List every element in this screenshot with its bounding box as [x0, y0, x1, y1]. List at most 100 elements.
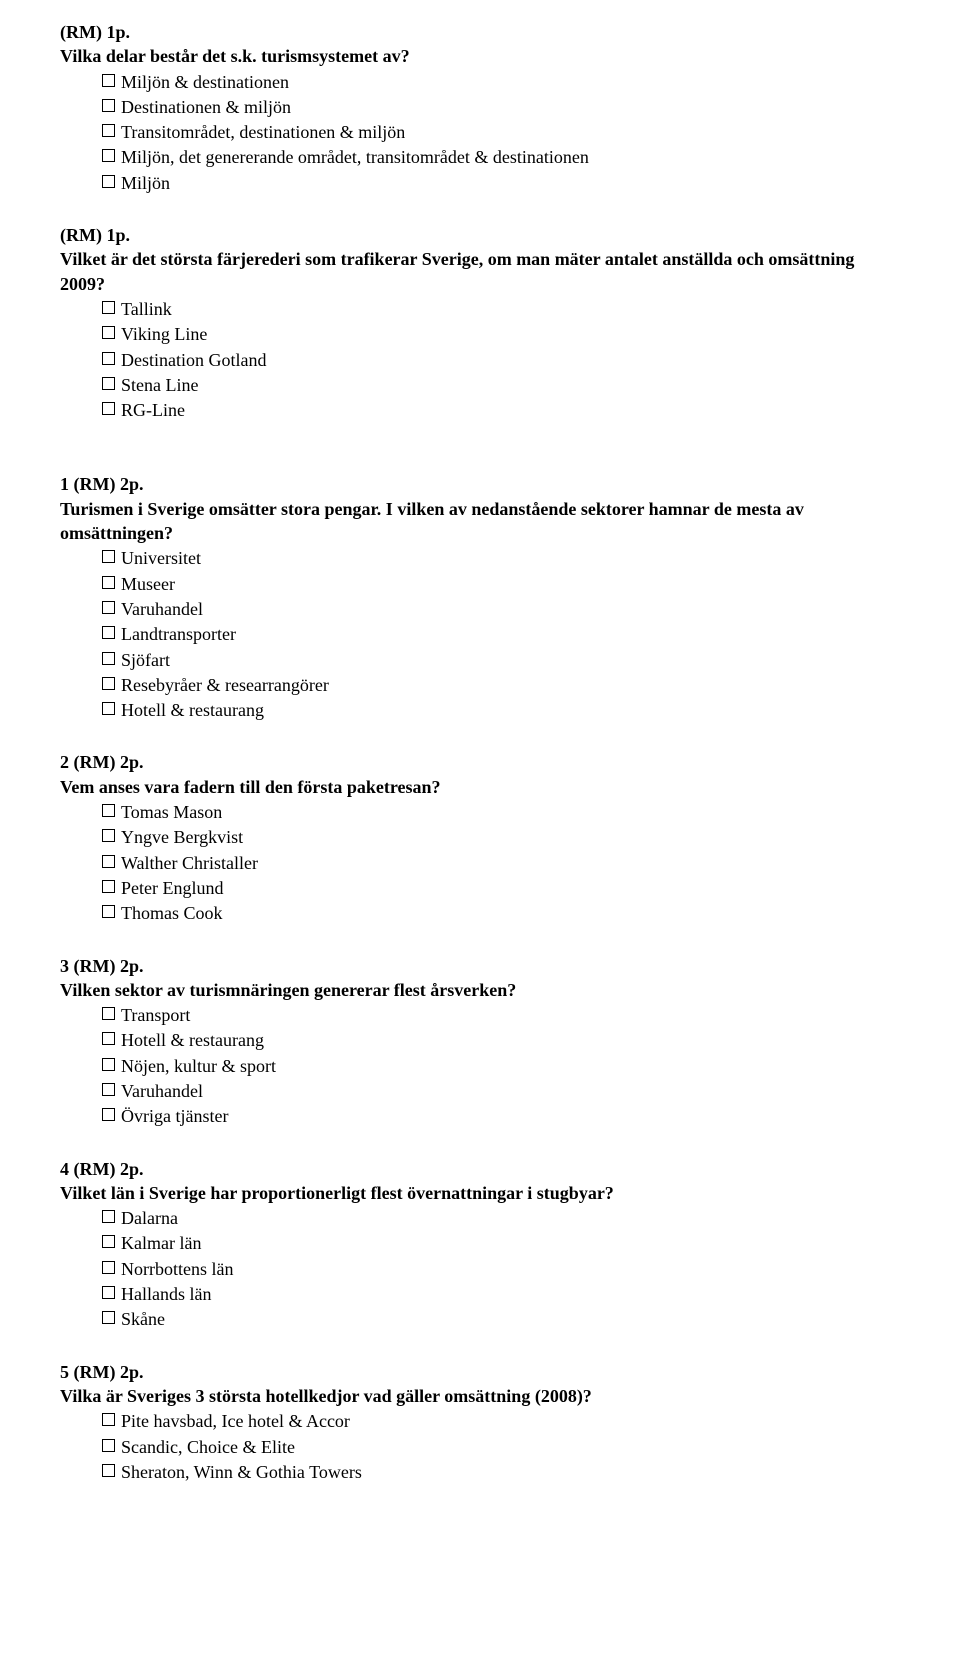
checkbox-icon[interactable] [102, 1058, 115, 1071]
option-row: Miljön, det genererande området, transit… [102, 145, 900, 169]
checkbox-icon[interactable] [102, 1083, 115, 1096]
checkbox-icon[interactable] [102, 74, 115, 87]
checkbox-icon[interactable] [102, 175, 115, 188]
option-label: Hotell & restaurang [121, 1028, 264, 1052]
checkbox-icon[interactable] [102, 1108, 115, 1121]
checkbox-icon[interactable] [102, 601, 115, 614]
question-text: Vilket är det största färjerederi som tr… [60, 247, 900, 296]
option-row: Destinationen & miljön [102, 95, 900, 119]
option-row: Sjöfart [102, 648, 900, 672]
checkbox-icon[interactable] [102, 626, 115, 639]
checkbox-icon[interactable] [102, 677, 115, 690]
option-label: Peter Englund [121, 876, 223, 900]
checkbox-icon[interactable] [102, 99, 115, 112]
checkbox-icon[interactable] [102, 352, 115, 365]
checkbox-icon[interactable] [102, 804, 115, 817]
question-block: (RM) 1p.Vilket är det största färjereder… [60, 223, 900, 422]
option-label: Yngve Bergkvist [121, 825, 243, 849]
option-label: Skåne [121, 1307, 165, 1331]
option-row: Yngve Bergkvist [102, 825, 900, 849]
checkbox-icon[interactable] [102, 149, 115, 162]
option-row: Resebyråer & researrangörer [102, 673, 900, 697]
checkbox-icon[interactable] [102, 880, 115, 893]
question-text: Vilket län i Sverige har proportionerlig… [60, 1181, 900, 1205]
question-header: 5 (RM) 2p. [60, 1360, 900, 1384]
checkbox-icon[interactable] [102, 1032, 115, 1045]
checkbox-icon[interactable] [102, 402, 115, 415]
question-text: Vilka delar består det s.k. turismsystem… [60, 44, 900, 68]
checkbox-icon[interactable] [102, 1311, 115, 1324]
options-list: Pite havsbad, Ice hotel & AccorScandic, … [60, 1409, 900, 1484]
question-header: (RM) 1p. [60, 20, 900, 44]
option-label: Landtransporter [121, 622, 236, 646]
option-row: Kalmar län [102, 1231, 900, 1255]
options-list: DalarnaKalmar länNorrbottens länHallands… [60, 1206, 900, 1331]
option-label: RG-Line [121, 398, 185, 422]
checkbox-icon[interactable] [102, 326, 115, 339]
checkbox-icon[interactable] [102, 829, 115, 842]
checkbox-icon[interactable] [102, 576, 115, 589]
options-list: Miljön & destinationenDestinationen & mi… [60, 70, 900, 195]
checkbox-icon[interactable] [102, 905, 115, 918]
checkbox-icon[interactable] [102, 1413, 115, 1426]
option-label: Pite havsbad, Ice hotel & Accor [121, 1409, 350, 1433]
checkbox-icon[interactable] [102, 124, 115, 137]
checkbox-icon[interactable] [102, 1261, 115, 1274]
checkbox-icon[interactable] [102, 301, 115, 314]
option-label: Sheraton, Winn & Gothia Towers [121, 1460, 362, 1484]
option-label: Hallands län [121, 1282, 211, 1306]
question-block: 3 (RM) 2p.Vilken sektor av turismnäringe… [60, 954, 900, 1129]
question-header: 2 (RM) 2p. [60, 750, 900, 774]
option-row: Tallink [102, 297, 900, 321]
checkbox-icon[interactable] [102, 1210, 115, 1223]
question-block: 1 (RM) 2p.Turismen i Sverige omsätter st… [60, 472, 900, 722]
options-list: TallinkViking LineDestination GotlandSte… [60, 297, 900, 422]
checkbox-icon[interactable] [102, 702, 115, 715]
option-label: Tallink [121, 297, 172, 321]
option-row: Varuhandel [102, 1079, 900, 1103]
checkbox-icon[interactable] [102, 1235, 115, 1248]
checkbox-icon[interactable] [102, 550, 115, 563]
option-label: Kalmar län [121, 1231, 201, 1255]
question-text: Vem anses vara fadern till den första pa… [60, 775, 900, 799]
option-row: Övriga tjänster [102, 1104, 900, 1128]
question-text: Turismen i Sverige omsätter stora pengar… [60, 497, 900, 546]
option-row: Hotell & restaurang [102, 698, 900, 722]
checkbox-icon[interactable] [102, 1007, 115, 1020]
checkbox-icon[interactable] [102, 855, 115, 868]
checkbox-icon[interactable] [102, 1464, 115, 1477]
option-label: Miljön & destinationen [121, 70, 289, 94]
option-label: Resebyråer & researrangörer [121, 673, 329, 697]
checkbox-icon[interactable] [102, 1286, 115, 1299]
checkbox-icon[interactable] [102, 652, 115, 665]
option-label: Scandic, Choice & Elite [121, 1435, 295, 1459]
option-label: Norrbottens län [121, 1257, 233, 1281]
option-row: Walther Christaller [102, 851, 900, 875]
question-block: 2 (RM) 2p.Vem anses vara fadern till den… [60, 750, 900, 925]
option-row: Norrbottens län [102, 1257, 900, 1281]
option-label: Sjöfart [121, 648, 170, 672]
options-list: UniversitetMuseerVaruhandelLandtransport… [60, 546, 900, 722]
option-row: Scandic, Choice & Elite [102, 1435, 900, 1459]
option-row: Universitet [102, 546, 900, 570]
checkbox-icon[interactable] [102, 1439, 115, 1452]
option-row: Dalarna [102, 1206, 900, 1230]
option-label: Transport [121, 1003, 190, 1027]
option-label: Övriga tjänster [121, 1104, 228, 1128]
option-row: Peter Englund [102, 876, 900, 900]
question-header: 3 (RM) 2p. [60, 954, 900, 978]
checkbox-icon[interactable] [102, 377, 115, 390]
option-row: Nöjen, kultur & sport [102, 1054, 900, 1078]
options-list: TransportHotell & restaurangNöjen, kultu… [60, 1003, 900, 1128]
question-block: (RM) 1p.Vilka delar består det s.k. turi… [60, 20, 900, 195]
option-row: Viking Line [102, 322, 900, 346]
option-label: Stena Line [121, 373, 198, 397]
question-header: 1 (RM) 2p. [60, 472, 900, 496]
question-header: (RM) 1p. [60, 223, 900, 247]
option-label: Varuhandel [121, 597, 203, 621]
question-text: Vilka är Sveriges 3 största hotellkedjor… [60, 1384, 900, 1408]
option-label: Walther Christaller [121, 851, 258, 875]
question-header: 4 (RM) 2p. [60, 1157, 900, 1181]
option-row: Pite havsbad, Ice hotel & Accor [102, 1409, 900, 1433]
option-row: Miljön [102, 171, 900, 195]
